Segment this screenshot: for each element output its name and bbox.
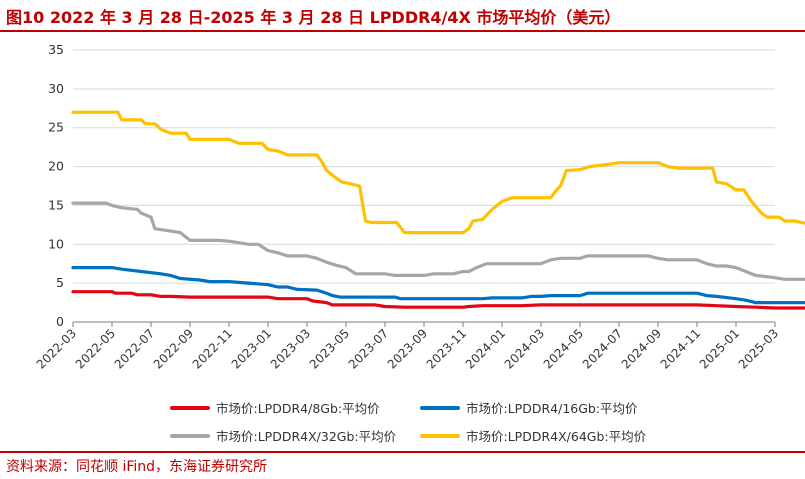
legend-item-lpddr4-16gb: 市场价:LPDDR4/16Gb:平均价 (420, 398, 638, 417)
y-tick-label: 35 (48, 42, 64, 57)
series-line-1 (71, 266, 805, 305)
chart-title: 图10 2022 年 3 月 28 日-2025 年 3 月 28 日 LPDD… (6, 8, 621, 27)
legend-label-lpddr4x-32gb: 市场价:LPDDR4X/32Gb:平均价 (216, 429, 397, 444)
y-tick-label: 10 (48, 236, 64, 251)
legend-swatch-lpddr4-16gb (420, 405, 460, 410)
series-lines (71, 110, 805, 310)
x-tick-label: 2022-11 (190, 326, 235, 371)
x-tick-label: 2025-01 (697, 326, 742, 371)
y-tick-label: 15 (48, 197, 64, 212)
legend-label-lpddr4x-64gb: 市场价:LPDDR4X/64Gb:平均价 (466, 429, 647, 444)
series-line-2 (71, 201, 805, 281)
footer-divider (0, 451, 805, 453)
y-tick-label: 20 (48, 159, 64, 174)
y-tick-label: 5 (56, 275, 64, 290)
series-line-0 (71, 290, 805, 310)
legend-label-lpddr4-8gb: 市场价:LPDDR4/8Gb:平均价 (216, 401, 380, 416)
x-tick-label: 2024-05 (541, 326, 586, 371)
x-tick-label: 2024-07 (580, 326, 625, 371)
x-tick-label: 2023-01 (229, 326, 274, 371)
grid-lines (73, 49, 775, 284)
axes: 051015202530352022-032022-052022-072022-… (34, 42, 781, 372)
x-tick-label: 2024-11 (658, 326, 703, 371)
legend-swatch-lpddr4-8gb (170, 405, 210, 410)
x-tick-label: 2023-03 (268, 326, 313, 371)
legend-swatch-lpddr4x-32gb (170, 433, 210, 438)
x-tick-label: 2024-03 (502, 326, 547, 371)
x-tick-label: 2022-03 (34, 326, 79, 371)
x-tick-label: 2024-09 (619, 326, 664, 371)
x-tick-label: 2023-09 (385, 326, 430, 371)
x-tick-label: 2023-11 (424, 326, 469, 371)
legend-item-lpddr4-8gb: 市场价:LPDDR4/8Gb:平均价 (170, 398, 380, 417)
x-tick-label: 2022-07 (112, 326, 157, 371)
y-tick-label: 25 (48, 120, 64, 135)
x-tick-label: 2022-09 (151, 326, 196, 371)
title-divider (0, 30, 805, 32)
data-source-note: 资料来源：同花顺 iFind，东海证券研究所 (6, 459, 268, 475)
legend-swatch-lpddr4x-64gb (420, 433, 460, 438)
y-tick-label: 30 (48, 81, 64, 96)
series-line-3 (71, 110, 805, 235)
y-tick-label: 0 (56, 314, 64, 329)
x-tick-label: 2023-05 (307, 326, 352, 371)
x-tick-label: 2023-07 (346, 326, 391, 371)
x-tick-label: 2025-03 (736, 326, 781, 371)
legend-item-lpddr4x-32gb: 市场价:LPDDR4X/32Gb:平均价 (170, 426, 396, 445)
legend-label-lpddr4-16gb: 市场价:LPDDR4/16Gb:平均价 (466, 401, 638, 416)
legend-item-lpddr4x-64gb: 市场价:LPDDR4X/64Gb:平均价 (420, 426, 646, 445)
x-tick-label: 2024-01 (463, 326, 508, 371)
x-tick-label: 2022-05 (73, 326, 118, 371)
